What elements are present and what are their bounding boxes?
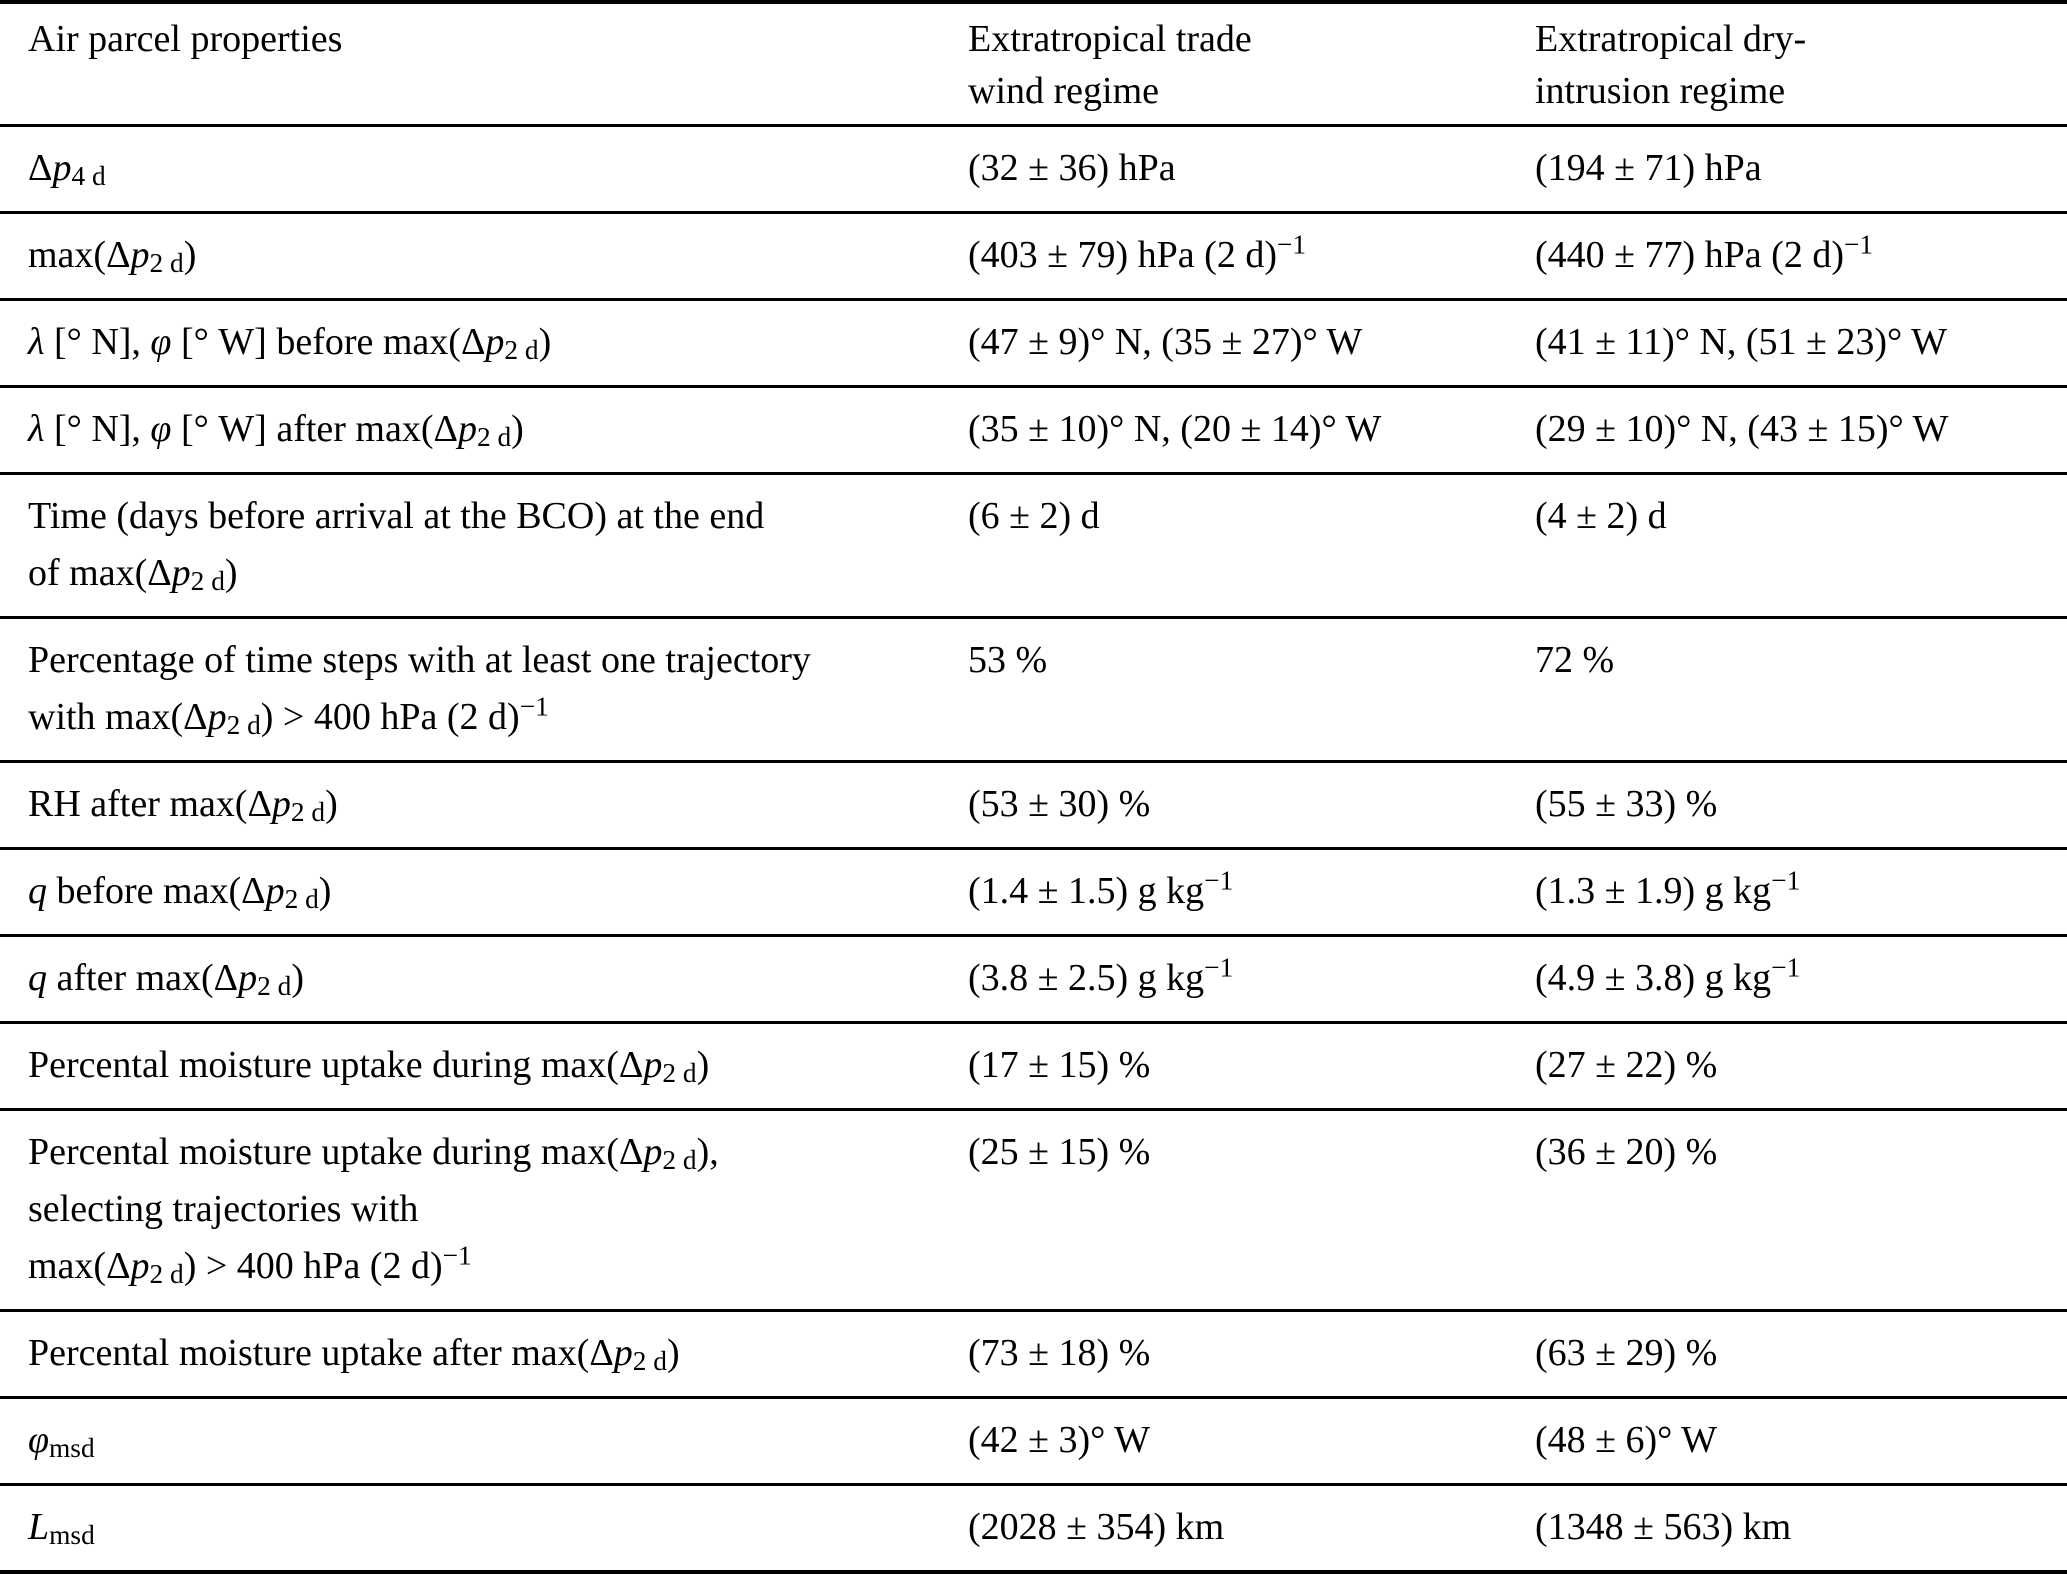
table-row: Percental moisture uptake during max(Δp2… bbox=[0, 1110, 2067, 1311]
row-property-label: Lmsd bbox=[28, 1506, 95, 1550]
cell-dry-intrusion-value: (1348 ± 563) km bbox=[1535, 1506, 1792, 1548]
cell-trade-wind-value: 53 % bbox=[968, 639, 1048, 681]
row-property-label: RH after max(Δp2 d) bbox=[28, 783, 338, 827]
cell-dry-intrusion-value: (36 ± 20) % bbox=[1535, 1131, 1718, 1173]
cell-trade-wind-value: (3.8 ± 2.5) g kg−1 bbox=[968, 952, 1234, 999]
table-row: φmsd (42 ± 3)° W (48 ± 6)° W bbox=[0, 1398, 2067, 1485]
cell-trade-wind-value: (73 ± 18) % bbox=[968, 1332, 1151, 1374]
row-property-label: Percental moisture uptake during max(Δp2… bbox=[28, 1044, 710, 1088]
cell-trade-wind-value: (2028 ± 354) km bbox=[968, 1506, 1225, 1548]
table-row: RH after max(Δp2 d) (53 ± 30) % (55 ± 33) … bbox=[0, 762, 2067, 849]
table-row: λ [° N], φ [° W] before max(Δp2 d) (47 ± … bbox=[0, 300, 2067, 387]
row-property-label: Δp4 d bbox=[28, 147, 106, 191]
cell-trade-wind-value: (47 ± 9)° N, (35 ± 27)° W bbox=[968, 321, 1363, 363]
cell-trade-wind-value: (1.4 ± 1.5) g kg−1 bbox=[968, 865, 1234, 912]
cell-trade-wind-value: (53 ± 30) % bbox=[968, 783, 1151, 825]
column-header-dry-intrusion-regime: Extratropical dry- intrusion regime bbox=[1507, 2, 2067, 127]
cell-dry-intrusion-value: (440 ± 77) hPa (2 d)−1 bbox=[1535, 229, 1874, 276]
row-property-label: max(Δp2 d) bbox=[28, 234, 197, 278]
table-header: Air parcel properties Extratropical trad… bbox=[0, 2, 2067, 127]
cell-trade-wind-value: (17 ± 15) % bbox=[968, 1044, 1151, 1086]
cell-trade-wind-value: (403 ± 79) hPa (2 d)−1 bbox=[968, 229, 1307, 276]
table-row: Percental moisture uptake after max(Δp2 … bbox=[0, 1311, 2067, 1398]
row-property-label: Percentage of time steps with at least o… bbox=[28, 639, 811, 740]
row-property-label: λ [° N], φ [° W] after max(Δp2 d) bbox=[28, 408, 524, 452]
table-row: Δp4 d (32 ± 36) hPa (194 ± 71) hPa bbox=[0, 126, 2067, 213]
cell-dry-intrusion-value: (63 ± 29) % bbox=[1535, 1332, 1718, 1374]
cell-dry-intrusion-value: (48 ± 6)° W bbox=[1535, 1419, 1718, 1461]
table-row: λ [° N], φ [° W] after max(Δp2 d) (35 ± 1… bbox=[0, 387, 2067, 474]
table-row: Percental moisture uptake during max(Δp2… bbox=[0, 1023, 2067, 1110]
cell-dry-intrusion-value: (194 ± 71) hPa bbox=[1535, 147, 1762, 189]
header-row: Air parcel properties Extratropical trad… bbox=[0, 2, 2067, 127]
cell-trade-wind-value: (32 ± 36) hPa bbox=[968, 147, 1176, 189]
row-property-label: φmsd bbox=[28, 1419, 95, 1463]
cell-trade-wind-value: (25 ± 15) % bbox=[968, 1131, 1151, 1173]
table-body: Δp4 d (32 ± 36) hPa (194 ± 71) hPa max(Δp2 … bbox=[0, 126, 2067, 1573]
cell-dry-intrusion-value: (27 ± 22) % bbox=[1535, 1044, 1718, 1086]
column-header-trade-wind-regime: Extratropical trade wind regime bbox=[940, 2, 1507, 127]
cell-dry-intrusion-value: (55 ± 33) % bbox=[1535, 783, 1718, 825]
cell-dry-intrusion-value: (29 ± 10)° N, (43 ± 15)° W bbox=[1535, 408, 1949, 450]
table-row: Lmsd (2028 ± 354) km (1348 ± 563) km bbox=[0, 1485, 2067, 1573]
cell-dry-intrusion-value: (1.3 ± 1.9) g kg−1 bbox=[1535, 865, 1801, 912]
row-property-label: q after max(Δp2 d) bbox=[28, 957, 304, 1001]
table-row: Time (days before arrival at the BCO) at… bbox=[0, 474, 2067, 618]
cell-dry-intrusion-value: 72 % bbox=[1535, 639, 1615, 681]
table-row: q before max(Δp2 d) (1.4 ± 1.5) g kg−1 (1.… bbox=[0, 849, 2067, 936]
row-property-label: Percental moisture uptake after max(Δp2 … bbox=[28, 1332, 680, 1376]
table-row: q after max(Δp2 d) (3.8 ± 2.5) g kg−1 (4.9… bbox=[0, 936, 2067, 1023]
column-header-air-parcel-properties: Air parcel properties bbox=[0, 2, 940, 127]
table-row: max(Δp2 d) (403 ± 79) hPa (2 d)−1 (440 ± 7… bbox=[0, 213, 2067, 300]
cell-trade-wind-value: (42 ± 3)° W bbox=[968, 1419, 1151, 1461]
row-property-label: Percental moisture uptake during max(Δp2… bbox=[28, 1131, 719, 1289]
row-property-label: q before max(Δp2 d) bbox=[28, 870, 332, 914]
row-property-label: Time (days before arrival at the BCO) at… bbox=[28, 495, 765, 596]
table-row: Percentage of time steps with at least o… bbox=[0, 618, 2067, 762]
cell-dry-intrusion-value: (4 ± 2) d bbox=[1535, 495, 1667, 537]
cell-trade-wind-value: (35 ± 10)° N, (20 ± 14)° W bbox=[968, 408, 1382, 450]
row-property-label: λ [° N], φ [° W] before max(Δp2 d) bbox=[28, 321, 552, 365]
cell-dry-intrusion-value: (41 ± 11)° N, (51 ± 23)° W bbox=[1535, 321, 1947, 363]
cell-dry-intrusion-value: (4.9 ± 3.8) g kg−1 bbox=[1535, 952, 1801, 999]
cell-trade-wind-value: (6 ± 2) d bbox=[968, 495, 1100, 537]
